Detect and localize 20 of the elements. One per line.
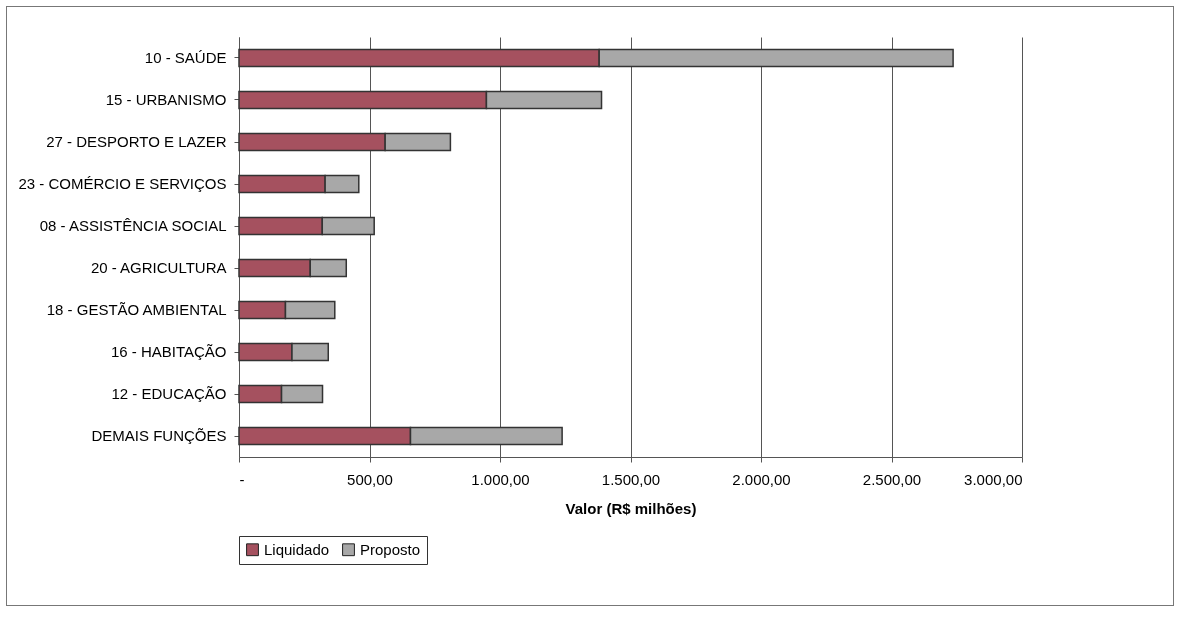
y-tick-label: 20 - AGRICULTURA [90, 259, 227, 276]
x-tick-label: 3.000,00 [964, 470, 1023, 488]
y-tick-label: 18 - GESTÃO AMBIENTAL [46, 301, 227, 318]
x-tick-label: 500,00 [347, 470, 393, 488]
x-tick-label: 1.000,00 [471, 470, 530, 488]
x-tick-label: 2.000,00 [732, 470, 791, 488]
legend-label: Proposto [360, 540, 421, 558]
x-tick-label: 1.500,00 [601, 470, 661, 488]
x-tick-label: 2.500,00 [862, 470, 922, 488]
y-tick-label: 10 - SAÚDE [144, 49, 227, 66]
y-tick-label: 12 - EDUCAÇÃO [111, 385, 227, 402]
x-axis-title: Valor (R$ milhões) [565, 499, 697, 517]
legend-label: Liquidado [264, 540, 330, 558]
y-tick-label: DEMAIS FUNÇÕES [91, 427, 227, 444]
y-tick-label: 16 - HABITAÇÃO [110, 343, 227, 360]
y-tick-label: 15 - URBANISMO [105, 91, 227, 108]
y-tick-label: 27 - DESPORTO E LAZER [46, 133, 227, 150]
y-tick-label: 23 - COMÉRCIO E SERVIÇOS [18, 175, 227, 192]
x-tick-label: - [239, 470, 245, 488]
y-tick-label: 08 - ASSISTÊNCIA SOCIAL [39, 217, 227, 234]
